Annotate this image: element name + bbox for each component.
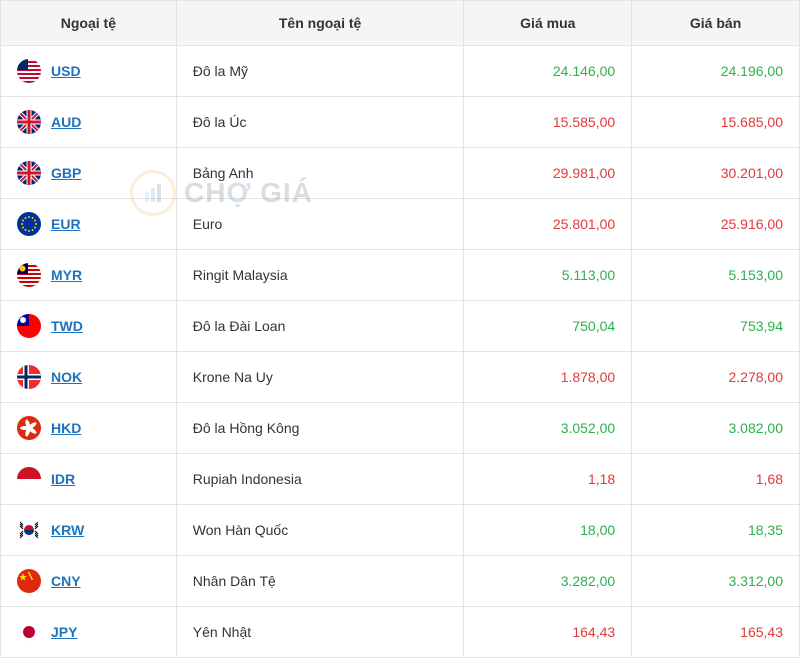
usd-flag-icon	[17, 59, 41, 83]
nok-flag-icon	[17, 365, 41, 389]
jpy-flag-icon	[17, 620, 41, 644]
table-row: EUR Euro25.801,0025.916,00	[1, 199, 800, 250]
header-buy: Giá mua	[464, 1, 632, 46]
currency-name: Ringit Malaysia	[176, 250, 464, 301]
buy-price: 1,18	[464, 454, 632, 505]
currency-cell: IDR	[1, 454, 177, 505]
eur-flag-icon	[17, 212, 41, 236]
buy-price: 18,00	[464, 505, 632, 556]
currency-name: Đô la Đài Loan	[176, 301, 464, 352]
sell-price: 18,35	[632, 505, 800, 556]
myr-flag-icon	[17, 263, 41, 287]
hkd-flag-icon	[17, 416, 41, 440]
twd-flag-icon	[17, 314, 41, 338]
currency-name: Đô la Hồng Kông	[176, 403, 464, 454]
currency-name: Won Hàn Quốc	[176, 505, 464, 556]
currency-code-link[interactable]: AUD	[51, 114, 81, 130]
header-name: Tên ngoại tệ	[176, 1, 464, 46]
table-row: USD Đô la Mỹ24.146,0024.196,00	[1, 46, 800, 97]
cny-flag-icon	[17, 569, 41, 593]
currency-name: Bảng Anh	[176, 148, 464, 199]
buy-price: 750,04	[464, 301, 632, 352]
currency-code-link[interactable]: NOK	[51, 369, 82, 385]
header-currency: Ngoại tệ	[1, 1, 177, 46]
currency-code-link[interactable]: CNY	[51, 573, 81, 589]
sell-price: 30.201,00	[632, 148, 800, 199]
table-row: MYR Ringit Malaysia5.113,005.153,00	[1, 250, 800, 301]
table-row: AUD Đô la Úc15.585,0015.685,00	[1, 97, 800, 148]
currency-name: Đô la Úc	[176, 97, 464, 148]
currency-cell: KRW	[1, 505, 177, 556]
buy-price: 25.801,00	[464, 199, 632, 250]
sell-price: 25.916,00	[632, 199, 800, 250]
buy-price: 24.146,00	[464, 46, 632, 97]
currency-name: Rupiah Indonesia	[176, 454, 464, 505]
krw-flag-icon	[17, 518, 41, 542]
currency-code-link[interactable]: USD	[51, 63, 81, 79]
currency-cell: JPY	[1, 607, 177, 658]
buy-price: 15.585,00	[464, 97, 632, 148]
table-row: GBP Bảng Anh29.981,0030.201,00	[1, 148, 800, 199]
header-sell: Giá bán	[632, 1, 800, 46]
exchange-rate-table: Ngoại tệ Tên ngoại tệ Giá mua Giá bán US…	[0, 0, 800, 658]
currency-name: Krone Na Uy	[176, 352, 464, 403]
sell-price: 2.278,00	[632, 352, 800, 403]
table-row: CNY Nhân Dân Tệ3.282,003.312,00	[1, 556, 800, 607]
sell-price: 3.312,00	[632, 556, 800, 607]
currency-cell: HKD	[1, 403, 177, 454]
currency-name: Euro	[176, 199, 464, 250]
currency-cell: NOK	[1, 352, 177, 403]
currency-cell: CNY	[1, 556, 177, 607]
buy-price: 29.981,00	[464, 148, 632, 199]
sell-price: 5.153,00	[632, 250, 800, 301]
buy-price: 3.052,00	[464, 403, 632, 454]
currency-name: Đô la Mỹ	[176, 46, 464, 97]
table-row: IDR Rupiah Indonesia1,181,68	[1, 454, 800, 505]
currency-cell: EUR	[1, 199, 177, 250]
currency-code-link[interactable]: EUR	[51, 216, 81, 232]
buy-price: 5.113,00	[464, 250, 632, 301]
buy-price: 3.282,00	[464, 556, 632, 607]
sell-price: 15.685,00	[632, 97, 800, 148]
currency-code-link[interactable]: MYR	[51, 267, 82, 283]
buy-price: 164,43	[464, 607, 632, 658]
table-header-row: Ngoại tệ Tên ngoại tệ Giá mua Giá bán	[1, 1, 800, 46]
currency-code-link[interactable]: JPY	[51, 624, 77, 640]
sell-price: 165,43	[632, 607, 800, 658]
currency-cell: AUD	[1, 97, 177, 148]
table-row: TWD Đô la Đài Loan750,04753,94	[1, 301, 800, 352]
currency-cell: USD	[1, 46, 177, 97]
sell-price: 24.196,00	[632, 46, 800, 97]
table-row: KRW Won Hàn Quốc18,0018,35	[1, 505, 800, 556]
currency-cell: MYR	[1, 250, 177, 301]
gbp-flag-icon	[17, 161, 41, 185]
currency-code-link[interactable]: IDR	[51, 471, 75, 487]
aud-flag-icon	[17, 110, 41, 134]
table-row: NOK Krone Na Uy1.878,002.278,00	[1, 352, 800, 403]
sell-price: 1,68	[632, 454, 800, 505]
currency-code-link[interactable]: GBP	[51, 165, 81, 181]
currency-cell: TWD	[1, 301, 177, 352]
currency-cell: GBP	[1, 148, 177, 199]
idr-flag-icon	[17, 467, 41, 491]
sell-price: 3.082,00	[632, 403, 800, 454]
sell-price: 753,94	[632, 301, 800, 352]
currency-name: Nhân Dân Tệ	[176, 556, 464, 607]
table-row: HKD Đô la Hồng Kông3.052,003.082,00	[1, 403, 800, 454]
currency-code-link[interactable]: HKD	[51, 420, 81, 436]
buy-price: 1.878,00	[464, 352, 632, 403]
currency-name: Yên Nhật	[176, 607, 464, 658]
table-row: JPY Yên Nhật164,43165,43	[1, 607, 800, 658]
currency-code-link[interactable]: KRW	[51, 522, 84, 538]
currency-code-link[interactable]: TWD	[51, 318, 83, 334]
